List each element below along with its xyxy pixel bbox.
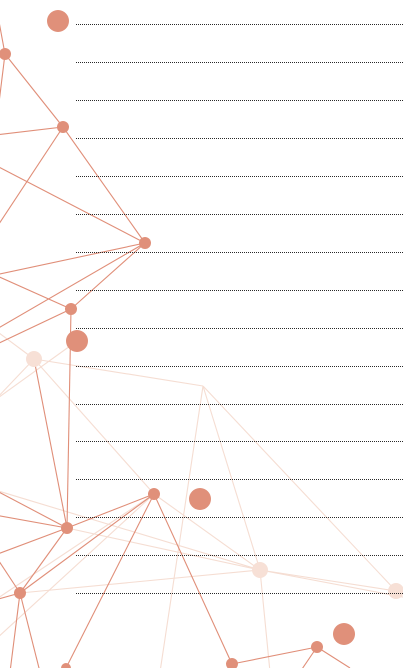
network-edge [0,515,68,529]
network-edge [0,358,35,396]
network-node [61,522,73,534]
network-edge [33,358,204,387]
network-edge [0,490,261,571]
ruled-line [76,252,403,253]
ruled-line [76,176,403,177]
network-edge [33,358,155,495]
network-edge [0,23,6,55]
network-edge [0,166,146,244]
network-edge [0,492,68,529]
network-edge [153,493,261,571]
network-node [47,10,69,32]
network-edge [9,592,21,668]
network-node [252,562,268,578]
network-edge [0,527,68,554]
network-edge [0,493,155,637]
network-node [139,237,151,249]
network-edge [4,53,64,128]
network-edge [259,569,397,592]
network-edge [0,242,146,275]
network-edge [19,569,261,594]
network-edge [202,385,397,592]
ruled-line [76,290,403,291]
network-node [14,587,26,599]
network-edge [231,646,318,665]
network-edge [19,493,155,594]
network-node [333,623,355,645]
network-edge [66,493,155,529]
ruled-line [76,555,403,556]
network-edge [0,242,146,328]
network-edge [153,493,233,665]
ruled-line [76,62,403,63]
network-edge [65,493,155,668]
network-edge [0,493,155,598]
network-node [189,488,211,510]
ruled-line [76,366,403,367]
network-node [148,488,160,500]
network-node [388,583,403,599]
network-edge [0,333,35,360]
ruled-line [76,328,403,329]
ruled-line [76,517,403,518]
ruled-line [76,593,403,594]
network-edge [0,561,21,594]
ruled-line [76,441,403,442]
network-node [26,351,42,367]
network-node [226,658,238,668]
network-edge [19,527,68,594]
ruled-line [76,479,403,480]
network-edge [0,276,72,310]
network-edge [0,53,6,99]
network-node [0,48,11,60]
ruled-line [76,100,403,101]
network-edge [0,126,64,224]
network-node [61,663,71,668]
network-edge [33,358,68,529]
network-edge [70,242,146,310]
network-edge [160,385,204,668]
network-edge [0,308,72,344]
network-node [65,303,77,315]
network-edge [19,592,40,668]
network-edge [316,646,351,668]
network-edge [202,385,261,571]
network-edge [0,126,64,135]
network-edge [259,569,271,668]
ruled-line [76,24,403,25]
network-edge [62,126,146,244]
ruled-line [76,138,403,139]
network-node [57,121,69,133]
network-node [311,641,323,653]
ruled-line [76,404,403,405]
ruled-line [76,214,403,215]
network-node [66,330,88,352]
